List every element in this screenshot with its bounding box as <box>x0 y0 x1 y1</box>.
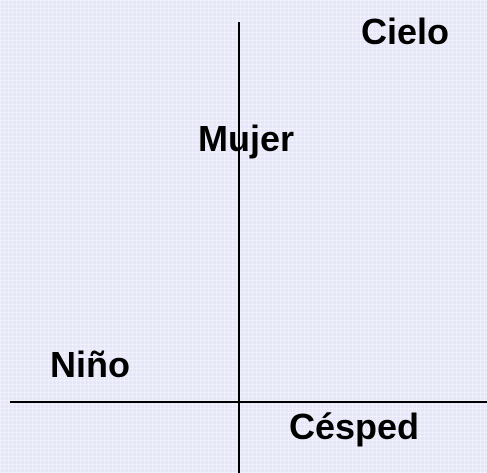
label: Niño <box>50 344 130 385</box>
horizontal-line <box>10 401 487 403</box>
label: Cielo <box>361 11 450 52</box>
label: Mujer <box>198 118 295 159</box>
label: Césped <box>289 406 420 447</box>
vertical-line <box>238 22 240 473</box>
